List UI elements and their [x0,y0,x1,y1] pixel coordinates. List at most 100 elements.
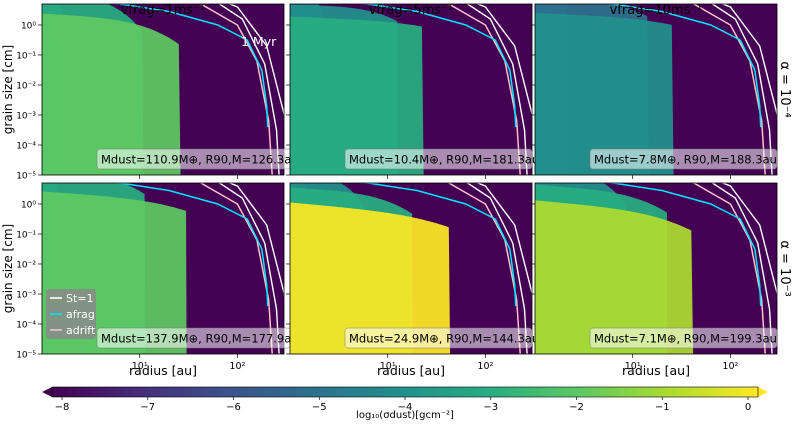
st1-curve-inner [466,4,528,175]
annotation-text: Mdust=110.9M⊕, R90,M=126.3au [101,153,299,167]
y-tick-label: 10⁻³ [16,290,36,300]
drift-curve [199,183,273,354]
colorbar-tick-label: −2 [569,402,584,413]
x-axis-label: radius [au] [377,363,445,378]
column-title: vfrag=10ms⁻¹ [610,3,703,18]
colorbar-max-arrow [758,387,768,397]
st1-curve [720,4,777,122]
contour-band [290,16,424,175]
contour-band [535,200,694,354]
y-tick-label: 10⁻⁵ [16,351,36,361]
panel-alpha-1e-4-vfrag-5: Mdust=10.4M⊕, R90,M=181.3au [286,3,539,179]
st1-curve [720,183,777,301]
y-axis-label: grain size [cm] [1,45,15,134]
panel-alpha-1e-3-vfrag-5: Mdust=24.9M⊕, R90,M=144.3au 10¹ 10² [286,182,539,372]
row-title: α = 10⁻³ [777,240,792,296]
legend-label: St=1 [66,292,94,305]
row-title: α = 10⁻⁴ [777,61,792,117]
y-tick-label: 10⁻² [16,81,36,91]
frag-curve [107,4,269,128]
st1-curve-inner [218,183,280,354]
y-tick-label: 10⁰ [21,200,36,210]
st1-curve-inner [711,4,773,175]
annotation-box [589,327,778,349]
column-title: vfrag=5ms⁻¹ [369,3,454,18]
legend-label: afrag [66,308,95,321]
y-tick-label: 10⁻¹ [16,230,36,240]
heatmap [535,4,777,175]
contour-band [290,202,451,354]
annotation-text: Mdust=24.9M⊕, R90,M=144.3au [349,332,539,346]
contour-band [42,13,181,175]
legend-label: adrift [66,324,96,337]
colorbar-tick-label: −4 [398,402,413,413]
colorbar-tick-label: −6 [226,402,241,413]
heatmap [42,4,284,175]
y-tick-label: 10⁻⁵ [16,172,36,182]
heatmap [290,183,532,354]
contour-band [535,13,674,175]
panel-frame [289,3,533,176]
x-tick-label: 10¹ [625,361,641,372]
drift-curve [447,183,521,354]
panel-frame [41,182,285,355]
x-axis-label: radius [au] [622,363,690,378]
y-tick-label: 10⁻⁴ [16,141,36,151]
x-tick-label: 10¹ [132,361,148,372]
legend: St=1 afrag adrift [46,289,96,339]
colorbar-gradient [52,387,758,397]
frag-curve [107,183,269,307]
y-axis-label: grain size [cm] [1,224,15,313]
panel-frame [289,182,533,355]
annotation-text: Mdust=7.8M⊕, R90,M=188.3au [594,153,777,167]
st1-curve [227,183,284,301]
annotation-box [344,148,533,170]
drift-curve [199,4,273,175]
panel-frame [41,3,285,176]
st1-curve [227,4,284,122]
annotation-text: Mdust=10.4M⊕, R90,M=181.3au [349,153,539,167]
st1-curve-inner [711,183,773,354]
y-tick-label: 10⁻² [16,260,36,270]
colorbar-tick-label: −3 [483,402,498,413]
column-title: vfrag=1ms⁻¹ [121,3,206,18]
colorbar-tick-label: −8 [55,402,70,413]
colorbar-tick-label: −7 [140,402,155,413]
frag-curve [600,183,762,307]
colorbar-min-arrow [42,387,52,397]
heatmap [535,183,777,354]
st1-curve [475,183,532,301]
y-tick-label: 10⁰ [21,21,36,31]
y-tick-label: 10⁻⁴ [16,320,36,330]
x-tick-label: 10² [722,361,738,372]
x-tick-label: 10² [229,361,245,372]
time-label: 1 Myr [241,34,277,49]
y-tick-label: 10⁻³ [16,111,36,121]
y-tick-label: 10⁻¹ [16,51,36,61]
annotation-text: Mdust=7.1M⊕, R90,M=199.3au [594,332,777,346]
panel-frame [534,182,778,355]
annotation-box [344,327,533,349]
st1-curve-inner [218,4,280,175]
annotation-box [589,148,778,170]
colorbar-tick-label: −1 [655,402,670,413]
st1-curve [475,4,532,122]
drift-curve [692,4,766,175]
colorbar: −8 −7 −6 −5 −4 −3 −2 −1 0 log₁₀(σdust)[gcm⁻²] [42,386,768,421]
colorbar-tick-label: 0 [745,402,751,413]
x-axis-label: radius [au] [129,363,197,378]
annotation-text: Mdust=137.9M⊕, R90,M=177.9au [101,332,299,346]
panel-alpha-1e-4-vfrag-1: Mdust=110.9M⊕, R90,M=126.3au 10⁻⁵ 10⁻⁴ 10⁻³… [16,3,299,182]
st1-curve-inner [466,183,528,354]
colorbar-label: log₁₀(σdust)[gcm⁻²] [356,410,454,421]
colorbar-tick-label: −5 [312,402,327,413]
frag-curve [355,4,517,128]
drift-curve [447,4,521,175]
heatmap [290,4,532,175]
x-tick-label: 10¹ [380,361,396,372]
panel-alpha-1e-4-vfrag-10: Mdust=7.8M⊕, R90,M=188.3au [531,3,778,179]
x-tick-label: 10² [477,361,493,372]
legend-box [46,289,96,339]
drift-curve [692,183,766,354]
